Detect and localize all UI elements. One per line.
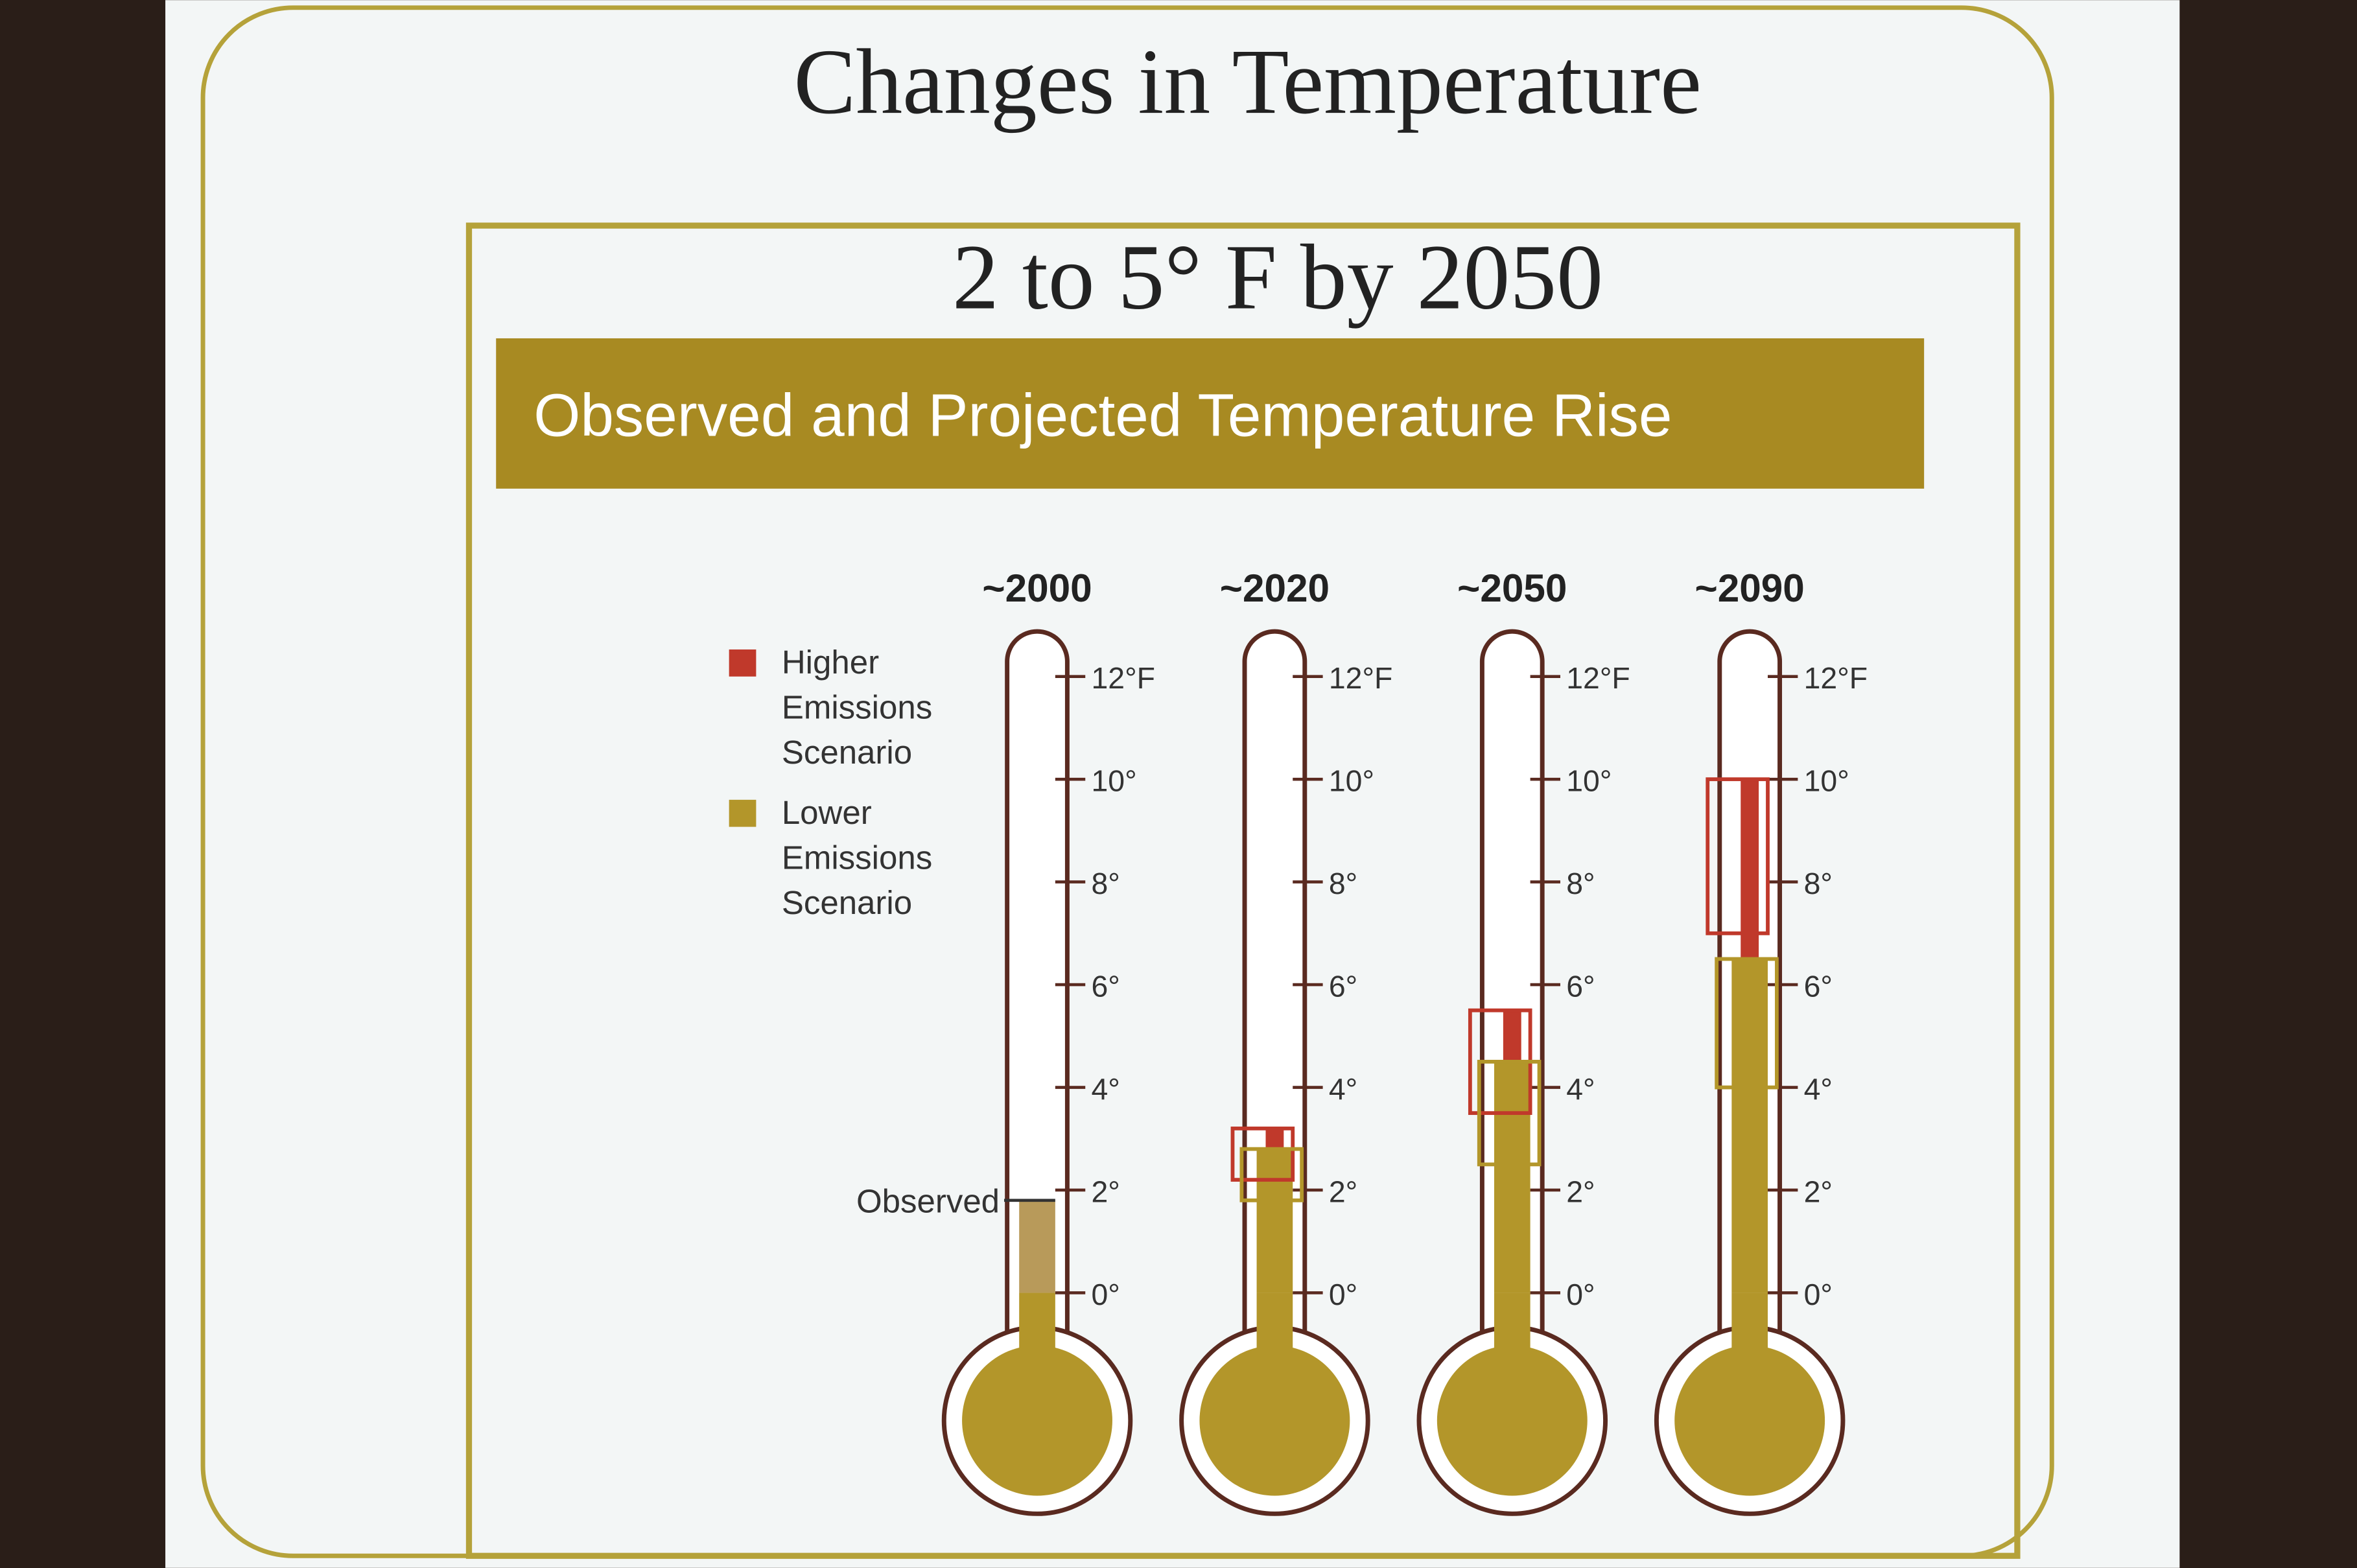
- y-tick-label: 2°: [1329, 1175, 1357, 1209]
- thermometer-bulb: [1199, 1345, 1350, 1496]
- category-label: ~2000: [982, 566, 1092, 610]
- thermometer-outline: [1005, 629, 1070, 1339]
- thermometer-bulb: [1436, 1345, 1588, 1496]
- legend-label: Lower Emissions Scenario: [782, 794, 932, 921]
- thermometer-stem-fill: [1256, 1293, 1293, 1383]
- y-tick-label: 10°: [1566, 764, 1612, 798]
- thermometer-stem-fill: [1019, 1293, 1055, 1383]
- projection-screen: [165, 0, 2180, 1568]
- y-tick-label: 6°: [1329, 970, 1357, 1003]
- y-tick-label: 12°F: [1804, 661, 1868, 695]
- y-tick-label: 8°: [1092, 867, 1120, 900]
- thermometer-stem-fill: [1731, 1293, 1768, 1383]
- y-tick-label: 0°: [1566, 1278, 1595, 1311]
- thermometer-bulb: [962, 1345, 1112, 1496]
- lower-range: [1477, 1060, 1542, 1167]
- slide-title: Changes in Temperature: [793, 30, 1702, 134]
- y-tick-label: 8°: [1566, 867, 1595, 900]
- y-tick-label: 2°: [1566, 1175, 1595, 1209]
- y-tick-label: 6°: [1092, 970, 1120, 1003]
- chart-banner: [496, 338, 1925, 489]
- y-tick-label: 0°: [1804, 1278, 1833, 1311]
- y-tick-label: 2°: [1092, 1175, 1120, 1209]
- plot: Higher Emissions Scenario Lower Emissions Sce…: [729, 566, 1868, 1516]
- y-tick-label: 8°: [1804, 867, 1833, 900]
- legend-swatch: [729, 649, 756, 677]
- lower-fill: [1256, 1149, 1293, 1293]
- y-tick-label: 10°: [1804, 764, 1849, 798]
- y-tick-label: 12°F: [1092, 661, 1155, 695]
- category-label: ~2020: [1220, 566, 1330, 610]
- y-tick-label: 4°: [1804, 1072, 1833, 1106]
- thermometer-stem-fill: [1494, 1293, 1530, 1383]
- lower-fill: [1494, 1061, 1530, 1293]
- higher-fill: [1741, 779, 1759, 959]
- y-tick-label: 12°F: [1329, 661, 1392, 695]
- observed-label: Observed: [856, 1182, 1000, 1219]
- lower-fill: [1731, 959, 1768, 1293]
- y-tick-label: 4°: [1329, 1072, 1357, 1106]
- y-tick-label: 0°: [1092, 1278, 1120, 1311]
- chart-title: Observed and Projected Temperature Rise: [534, 382, 1672, 449]
- category-label: ~2050: [1457, 566, 1567, 610]
- y-tick-label: 8°: [1329, 867, 1357, 900]
- y-tick-label: 6°: [1804, 970, 1833, 1003]
- higher-fill: [1503, 1010, 1521, 1062]
- chart-frame: [465, 222, 2021, 1559]
- y-tick-label: 6°: [1566, 970, 1595, 1003]
- observed-fill: [1019, 1200, 1055, 1293]
- y-tick-label: 4°: [1566, 1072, 1595, 1106]
- y-tick-label: 12°F: [1566, 661, 1630, 695]
- higher-fill: [1265, 1128, 1284, 1149]
- category-label: ~2090: [1695, 566, 1805, 610]
- legend-label: Higher Emissions Scenario: [782, 644, 932, 771]
- y-tick-label: 4°: [1092, 1072, 1120, 1106]
- higher-range: [1230, 1127, 1295, 1182]
- thermometer-bulb: [1674, 1345, 1825, 1496]
- y-tick-label: 10°: [1092, 764, 1137, 798]
- higher-range: [1706, 777, 1770, 935]
- y-tick-label: 10°: [1329, 764, 1374, 798]
- y-tick-label: 2°: [1804, 1175, 1833, 1209]
- slide-subtitle: 2 to 5° F by 2050: [952, 226, 1603, 329]
- lower-range: [1715, 957, 1779, 1090]
- lower-range: [1239, 1147, 1304, 1202]
- y-tick-label: 0°: [1329, 1278, 1357, 1311]
- legend-swatch: [729, 799, 756, 827]
